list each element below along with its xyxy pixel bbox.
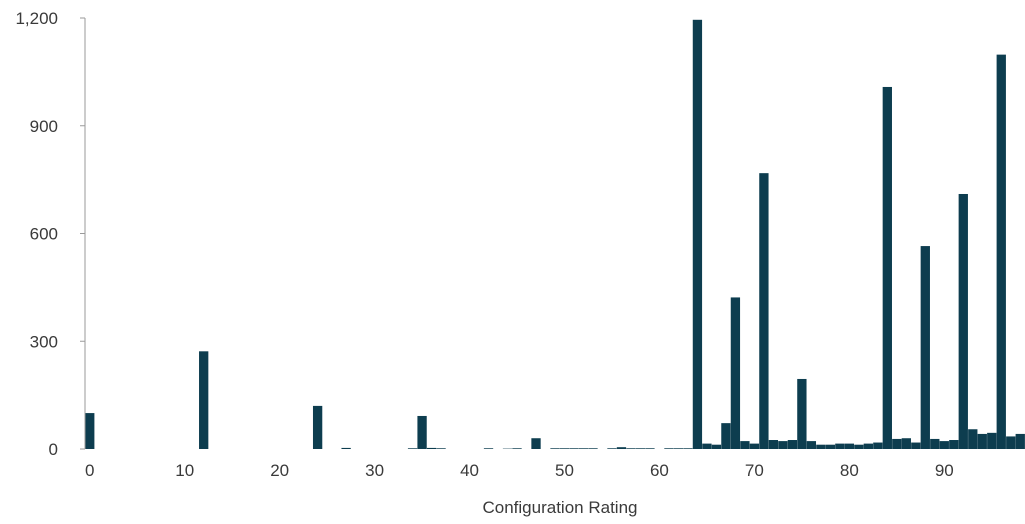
bar-91	[949, 440, 959, 449]
bar-98	[1015, 433, 1025, 449]
bar-83	[873, 442, 883, 449]
x-tick-label-0: 0	[85, 461, 94, 480]
bar-86	[901, 438, 911, 449]
x-tick-label-50: 50	[555, 461, 574, 480]
bar-27	[341, 447, 351, 449]
bar-88	[920, 246, 930, 449]
bar-57	[626, 448, 636, 449]
x-axis: 0 10 20 30 40 50 60 70 80 90	[85, 461, 954, 480]
plot-area	[85, 19, 1025, 450]
bar-97	[1006, 436, 1016, 449]
x-tick-label-10: 10	[175, 461, 194, 480]
x-tick-label-90: 90	[935, 461, 954, 480]
y-axis: 0 300 600 900 1,200	[15, 9, 86, 459]
bar-92	[958, 193, 968, 449]
bar-50	[559, 448, 570, 449]
bar-58	[635, 448, 646, 449]
bar-47	[531, 438, 541, 449]
y-tick-label-0: 0	[49, 440, 58, 459]
bar-61	[664, 448, 674, 449]
bar-62	[673, 448, 684, 449]
bar-68	[730, 297, 741, 449]
bar-74	[787, 440, 798, 449]
bar-42	[483, 448, 494, 449]
bar-24	[312, 405, 323, 449]
bar-56	[616, 447, 627, 449]
x-tick-label-80: 80	[840, 461, 859, 480]
x-tick-label-60: 60	[650, 461, 669, 480]
bar-37	[436, 448, 446, 449]
bar-96	[996, 54, 1006, 449]
bar-94	[977, 433, 987, 449]
bar-82	[863, 443, 873, 449]
bar-81	[854, 444, 864, 449]
bar-71	[759, 173, 769, 449]
bar-45	[512, 448, 522, 449]
bar-85	[892, 438, 902, 449]
bar-77	[816, 444, 826, 449]
x-axis-title: Configuration Rating	[483, 498, 638, 517]
bar-69	[740, 441, 750, 449]
bar-35	[417, 415, 427, 449]
bar-66	[711, 444, 722, 449]
bar-72	[768, 440, 779, 449]
bar-89	[930, 438, 940, 449]
bar-34	[407, 448, 418, 449]
bar-12	[199, 351, 209, 449]
bar-73	[778, 441, 788, 449]
bar-79	[835, 443, 845, 449]
bar-51	[569, 448, 579, 449]
bar-63	[683, 448, 693, 449]
y-tick-label-600: 600	[30, 225, 58, 244]
bar-49	[550, 448, 560, 449]
bar-87	[911, 442, 921, 449]
bar-65	[702, 443, 712, 449]
bar-90	[939, 441, 949, 449]
bar-67	[721, 423, 731, 449]
x-tick-label-30: 30	[365, 461, 384, 480]
bar-78	[825, 444, 836, 449]
y-tick-label-900: 900	[30, 117, 58, 136]
bar-80	[844, 443, 854, 449]
x-tick-label-40: 40	[460, 461, 479, 480]
bar-76	[806, 441, 817, 449]
bar-52	[578, 448, 589, 449]
bar-53	[588, 448, 598, 449]
x-tick-label-70: 70	[745, 461, 764, 480]
bar-55	[607, 448, 617, 449]
bar-59	[645, 448, 655, 449]
y-tick-label-1200: 1,200	[15, 9, 58, 28]
bar-0	[85, 413, 95, 449]
bar-95	[987, 432, 997, 449]
bar-70	[749, 443, 760, 449]
x-tick-label-20: 20	[270, 461, 289, 480]
bar-75	[797, 378, 807, 449]
bar-84	[882, 86, 892, 450]
bar-36	[426, 447, 437, 449]
y-tick-label-300: 300	[30, 332, 58, 351]
bar-93	[968, 429, 978, 449]
bar-64	[692, 19, 703, 450]
